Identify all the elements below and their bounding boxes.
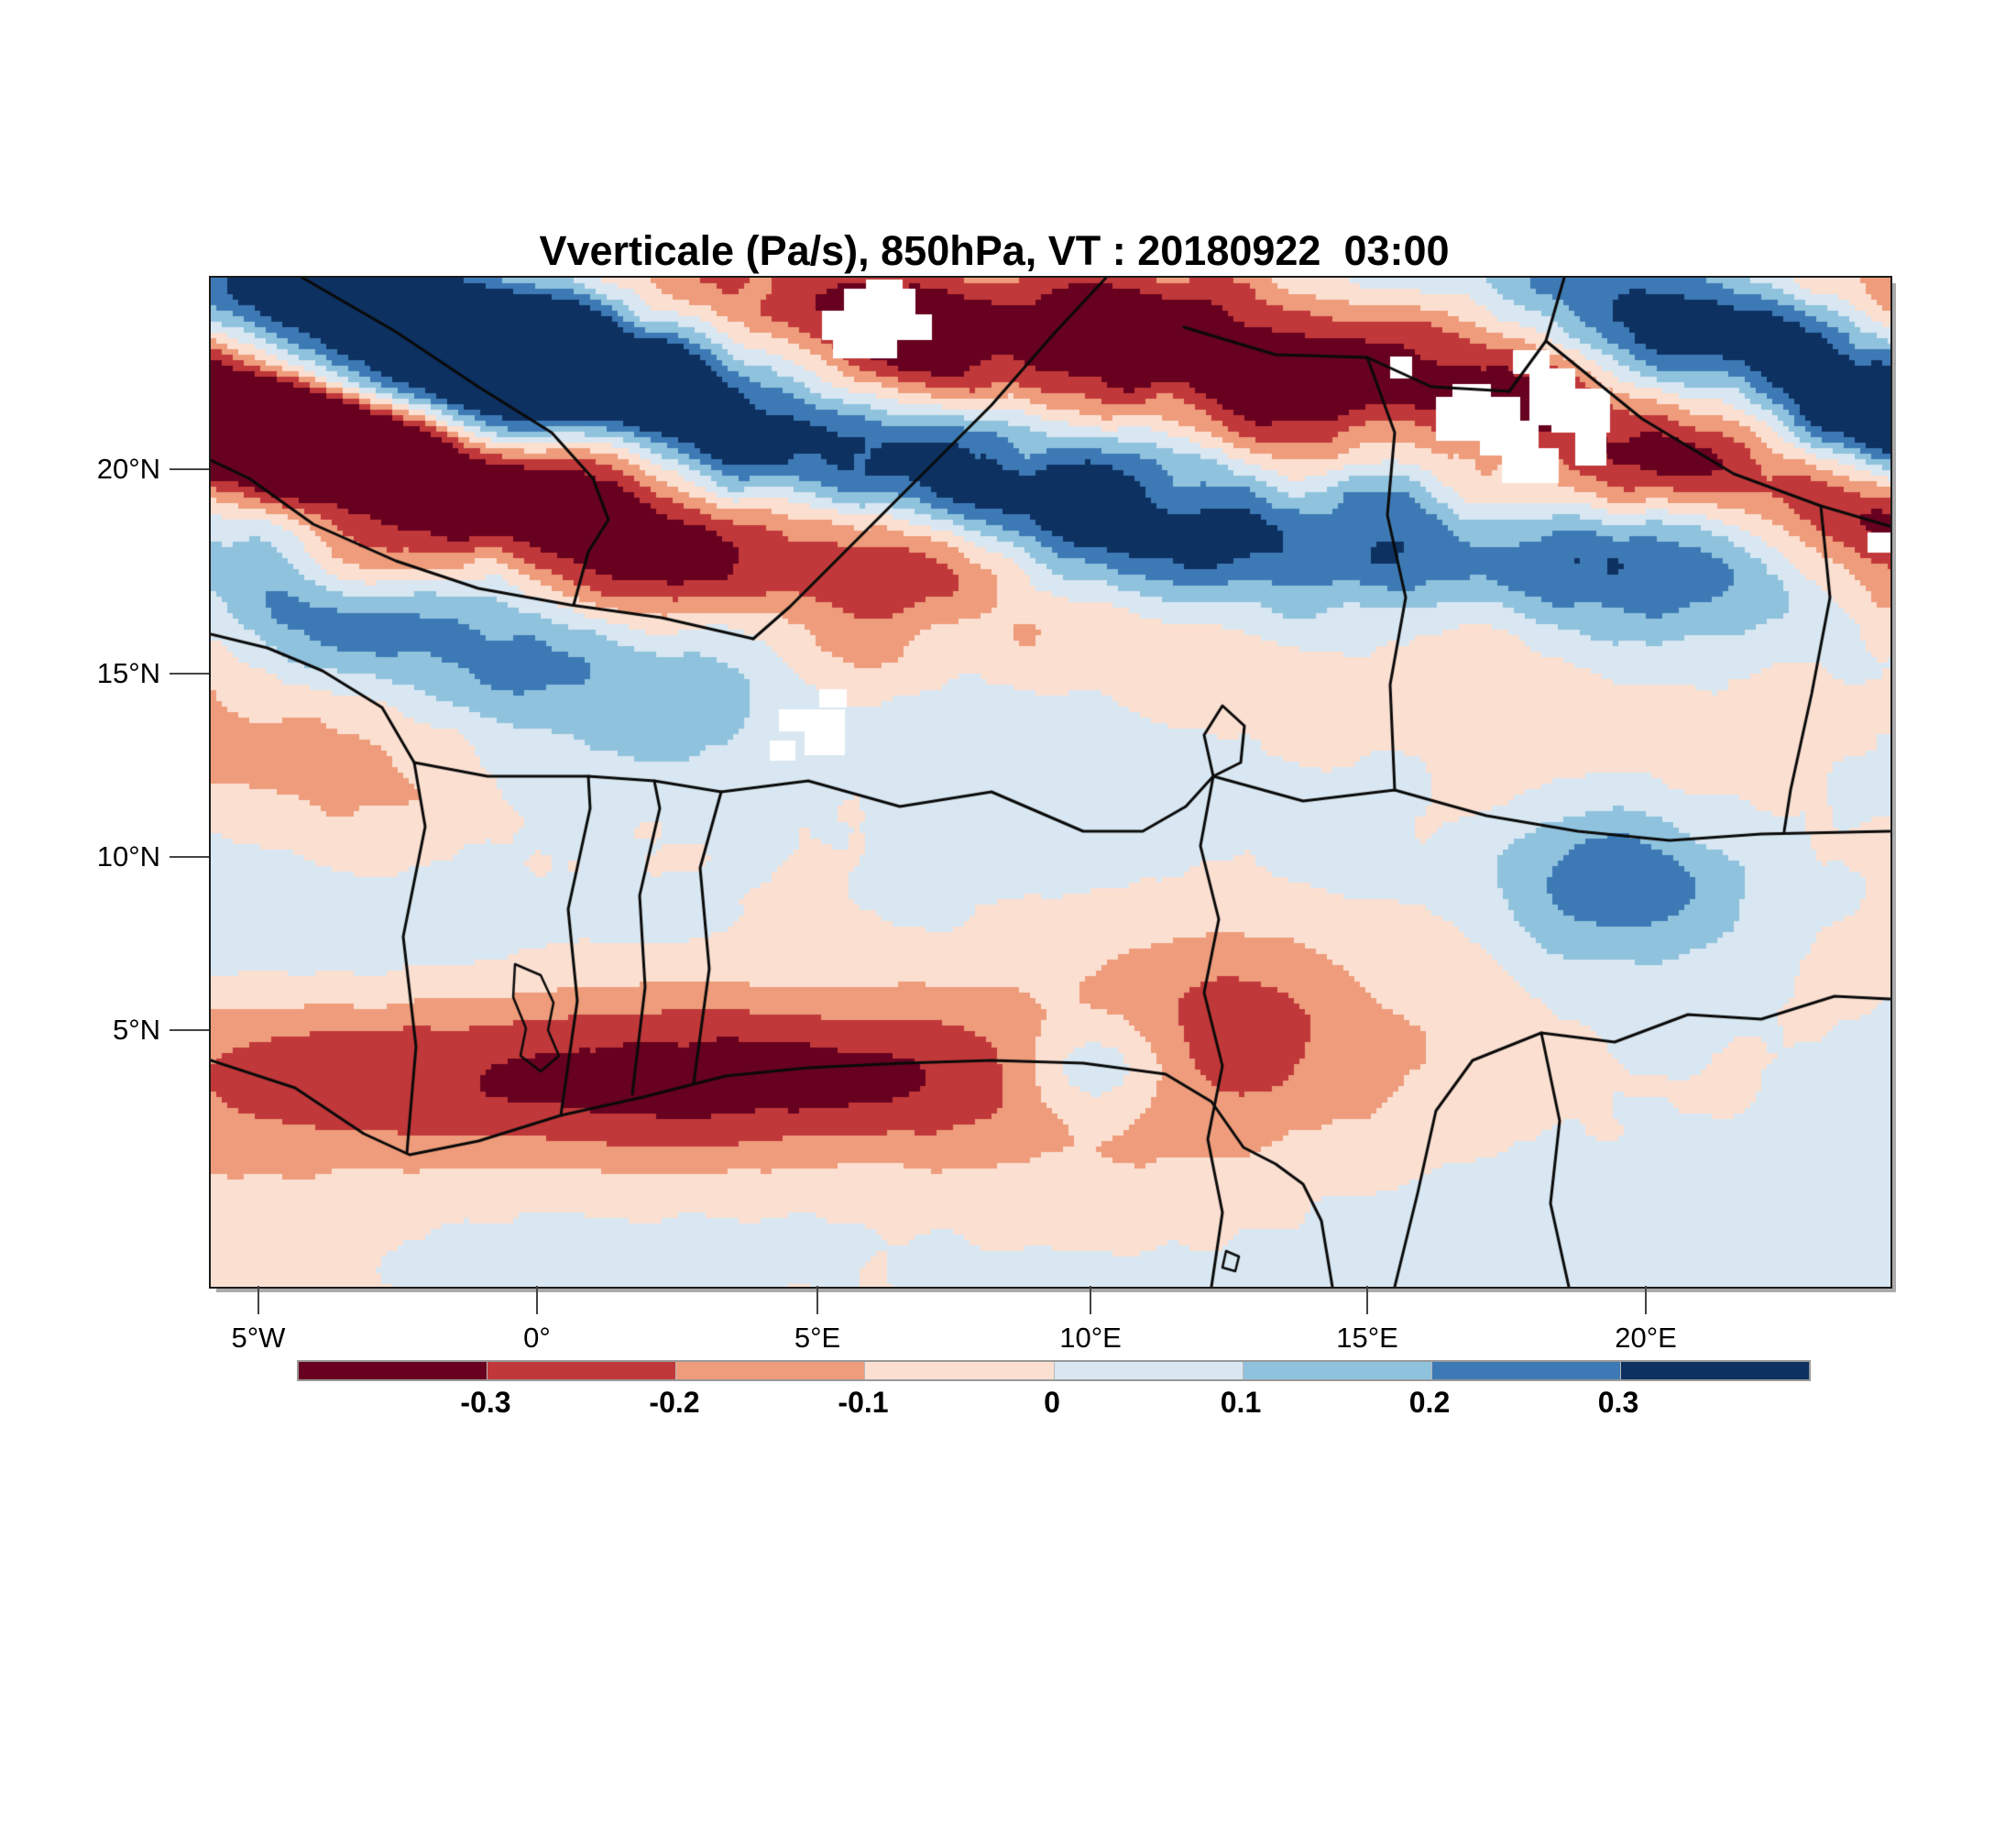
x-tick-mark bbox=[816, 1286, 818, 1314]
colorbar-segment bbox=[299, 1362, 488, 1379]
colorbar-tick-label: 0.3 bbox=[1597, 1386, 1639, 1419]
y-tick-label: 10°N bbox=[96, 840, 160, 873]
x-tick-mark bbox=[1645, 1286, 1647, 1314]
colorbar-segment bbox=[676, 1362, 866, 1379]
x-tick-mark bbox=[1090, 1286, 1091, 1314]
colorbar-segment bbox=[1431, 1362, 1621, 1379]
figure-title: Vverticale (Pa/s), 850hPa, VT : 20180922… bbox=[539, 227, 1450, 274]
x-tick-label: 5°E bbox=[794, 1322, 841, 1354]
y-tick-mark bbox=[170, 468, 209, 470]
x-tick-label: 20°E bbox=[1615, 1322, 1677, 1354]
colorbar-tick-label: -0.1 bbox=[838, 1386, 889, 1419]
colorbar-tick-label: 0.1 bbox=[1220, 1386, 1262, 1419]
x-tick-mark bbox=[536, 1286, 538, 1314]
colorbar-segment bbox=[1243, 1362, 1432, 1379]
y-tick-mark bbox=[170, 1029, 209, 1031]
map-frame bbox=[209, 276, 1892, 1289]
colorbar-tick-label: -0.2 bbox=[649, 1386, 700, 1419]
y-tick-label: 20°N bbox=[96, 453, 160, 485]
map-canvas bbox=[211, 278, 1890, 1287]
colorbar-tick-label: 0.2 bbox=[1408, 1386, 1451, 1419]
x-tick-label: 5°W bbox=[231, 1322, 286, 1354]
y-tick-mark bbox=[170, 673, 209, 675]
y-tick-label: 5°N bbox=[112, 1014, 160, 1046]
colorbar-segment bbox=[488, 1362, 677, 1379]
x-tick-mark bbox=[257, 1286, 259, 1314]
x-tick-label: 0° bbox=[523, 1322, 551, 1354]
x-tick-mark bbox=[1366, 1286, 1368, 1314]
x-tick-label: 15°E bbox=[1336, 1322, 1398, 1354]
colorbar-segment bbox=[1620, 1362, 1809, 1379]
x-tick-label: 10°E bbox=[1059, 1322, 1122, 1354]
colorbar-tick-label: -0.3 bbox=[460, 1386, 511, 1419]
colorbar-tick-label: 0 bbox=[1044, 1386, 1060, 1419]
y-tick-label: 15°N bbox=[96, 657, 160, 689]
colorbar-segment bbox=[1054, 1362, 1244, 1379]
y-tick-mark bbox=[170, 856, 209, 858]
colorbar-segment bbox=[865, 1362, 1055, 1379]
colorbar bbox=[297, 1360, 1811, 1381]
